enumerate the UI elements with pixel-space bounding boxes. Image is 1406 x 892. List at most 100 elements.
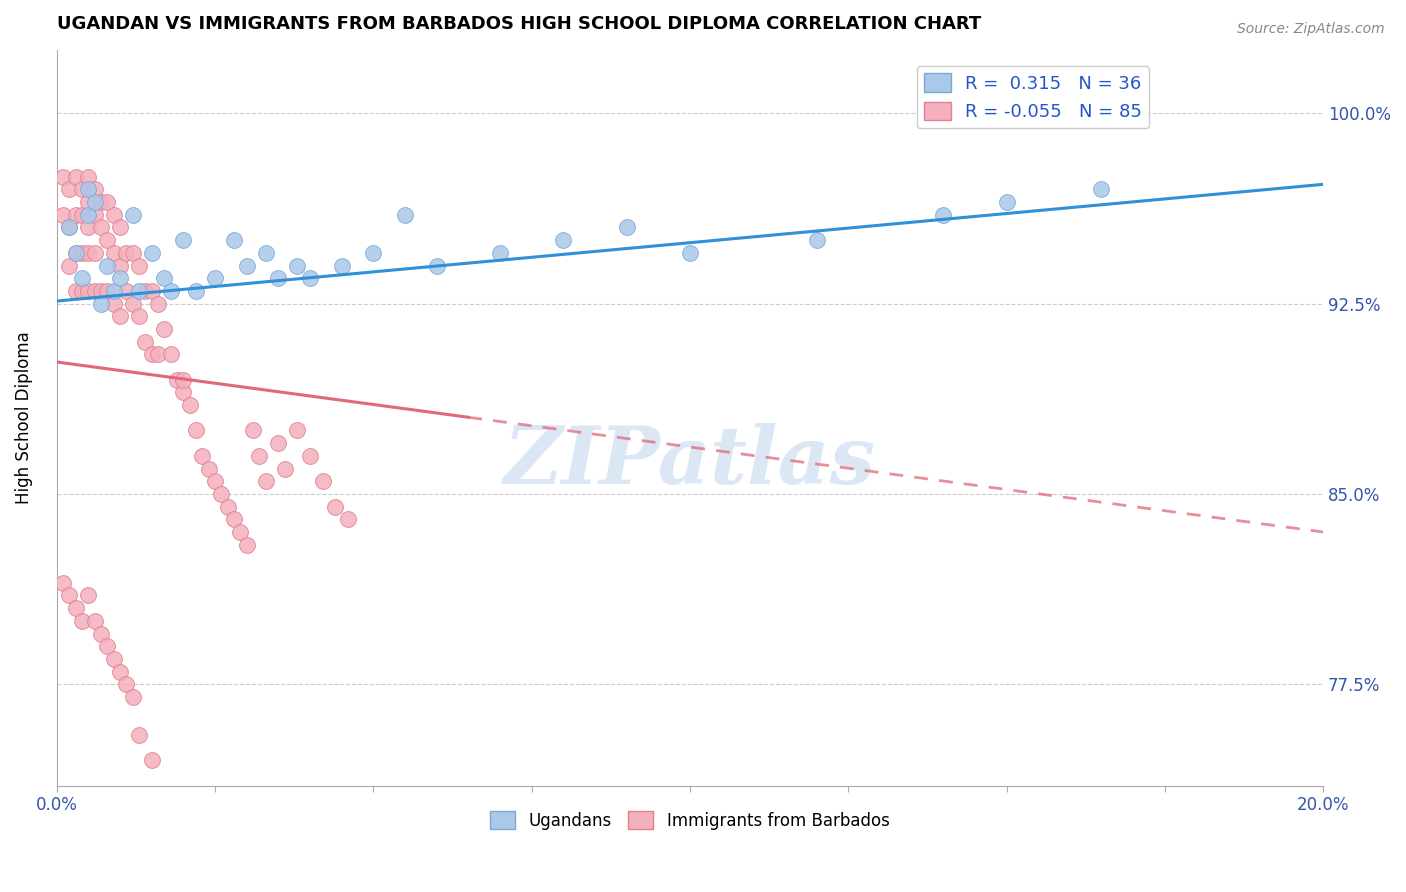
Point — [679, 245, 702, 260]
Point — [298, 449, 321, 463]
Legend: Ugandans, Immigrants from Barbados: Ugandans, Immigrants from Barbados — [484, 805, 896, 837]
Point — [361, 245, 384, 260]
Point — [298, 271, 321, 285]
Point — [121, 208, 143, 222]
Point — [115, 284, 138, 298]
Point — [242, 424, 264, 438]
Point — [90, 626, 112, 640]
Point — [52, 169, 75, 184]
Point — [247, 449, 270, 463]
Text: ZIPatlas: ZIPatlas — [503, 423, 876, 500]
Point — [121, 245, 143, 260]
Point — [52, 208, 75, 222]
Point — [273, 461, 295, 475]
Point — [58, 220, 80, 235]
Point — [153, 322, 176, 336]
Point — [108, 271, 131, 285]
Point — [115, 245, 138, 260]
Point — [394, 208, 416, 222]
Point — [96, 259, 118, 273]
Point — [96, 195, 118, 210]
Text: UGANDAN VS IMMIGRANTS FROM BARBADOS HIGH SCHOOL DIPLOMA CORRELATION CHART: UGANDAN VS IMMIGRANTS FROM BARBADOS HIGH… — [56, 15, 981, 33]
Point — [103, 245, 125, 260]
Point — [128, 728, 150, 742]
Point — [806, 233, 828, 247]
Point — [184, 424, 207, 438]
Point — [553, 233, 575, 247]
Point — [108, 665, 131, 679]
Point — [128, 259, 150, 273]
Point — [90, 220, 112, 235]
Point — [83, 195, 105, 210]
Point — [1090, 182, 1112, 196]
Point — [77, 169, 100, 184]
Point — [172, 385, 194, 400]
Point — [58, 220, 80, 235]
Point — [254, 475, 277, 489]
Point — [204, 475, 226, 489]
Point — [83, 284, 105, 298]
Point — [108, 220, 131, 235]
Point — [209, 487, 232, 501]
Point — [159, 284, 181, 298]
Point — [285, 424, 308, 438]
Point — [77, 589, 100, 603]
Point — [311, 475, 333, 489]
Y-axis label: High School Diploma: High School Diploma — [15, 332, 32, 504]
Point — [96, 284, 118, 298]
Point — [65, 245, 87, 260]
Point — [204, 271, 226, 285]
Point — [103, 652, 125, 666]
Point — [336, 512, 359, 526]
Point — [70, 208, 93, 222]
Point — [141, 753, 163, 767]
Point — [108, 310, 131, 324]
Point — [121, 690, 143, 704]
Point — [616, 220, 638, 235]
Point — [254, 245, 277, 260]
Point — [58, 589, 80, 603]
Point — [141, 347, 163, 361]
Point — [179, 398, 201, 412]
Point — [70, 284, 93, 298]
Point — [77, 284, 100, 298]
Point — [197, 461, 219, 475]
Point — [932, 208, 955, 222]
Point — [96, 639, 118, 653]
Point — [115, 677, 138, 691]
Point — [96, 233, 118, 247]
Point — [172, 233, 194, 247]
Point — [267, 271, 290, 285]
Point — [222, 233, 245, 247]
Point — [77, 245, 100, 260]
Point — [65, 169, 87, 184]
Point — [995, 195, 1018, 210]
Point — [83, 208, 105, 222]
Point — [70, 271, 93, 285]
Point — [90, 195, 112, 210]
Point — [159, 347, 181, 361]
Point — [90, 296, 112, 310]
Point — [121, 296, 143, 310]
Point — [184, 284, 207, 298]
Point — [285, 259, 308, 273]
Point — [323, 500, 346, 514]
Point — [217, 500, 239, 514]
Point — [166, 373, 188, 387]
Point — [235, 259, 257, 273]
Point — [141, 245, 163, 260]
Point — [108, 259, 131, 273]
Point — [235, 538, 257, 552]
Point — [52, 575, 75, 590]
Point — [103, 208, 125, 222]
Point — [65, 208, 87, 222]
Point — [65, 245, 87, 260]
Point — [77, 220, 100, 235]
Point — [58, 259, 80, 273]
Point — [70, 245, 93, 260]
Point — [83, 614, 105, 628]
Point — [141, 284, 163, 298]
Point — [58, 182, 80, 196]
Point — [489, 245, 512, 260]
Point — [330, 259, 353, 273]
